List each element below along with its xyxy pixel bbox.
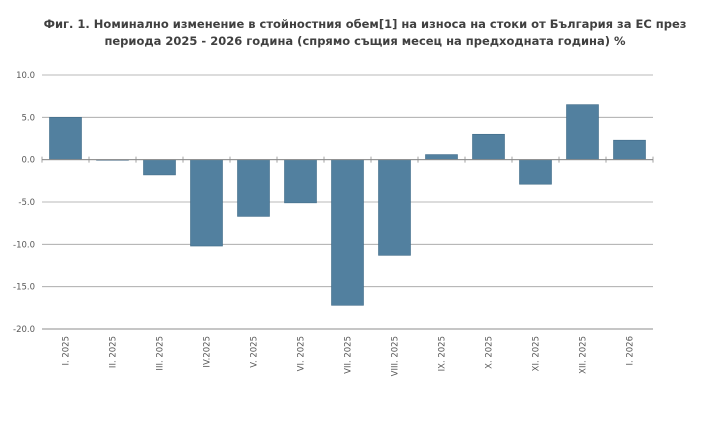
x-tick-label: I. 2026 [626, 336, 636, 366]
y-tick-labels: 10.0 5.0 0.0 -5.0 -10.0 -15.0 -20.0 [13, 71, 35, 335]
y-tick-label: 0.0 [21, 156, 35, 166]
x-tick-label: X. 2025 [485, 336, 495, 369]
bar [566, 104, 599, 160]
bars [49, 104, 646, 306]
x-tick-label: XII. 2025 [579, 336, 589, 374]
y-tick-label: -15.0 [13, 283, 35, 293]
bar [472, 133, 505, 160]
bar [190, 159, 223, 247]
bar [425, 154, 458, 160]
x-tick-labels: I. 2025 II. 2025 III. 2025 IV.2025 V. 2025 VI… [62, 336, 636, 376]
bar [49, 117, 82, 160]
x-tick-label: IV.2025 [203, 336, 213, 368]
x-tick-label: I. 2025 [62, 336, 72, 366]
y-tick-label: -5.0 [18, 198, 35, 208]
x-tick-label: VII. 2025 [344, 336, 354, 374]
y-tick-label: -10.0 [13, 240, 35, 250]
y-tick-label: -20.0 [13, 325, 35, 335]
y-tick-label: 5.0 [21, 113, 35, 123]
x-tick-label: IX. 2025 [438, 336, 448, 371]
bar [613, 139, 646, 160]
x-tick-label: XI. 2025 [532, 336, 542, 371]
bar [237, 159, 270, 217]
x-tick-label: V. 2025 [250, 336, 260, 368]
axes [41, 156, 654, 330]
x-tick-label: II. 2025 [109, 336, 119, 368]
bar [378, 159, 411, 256]
bar [331, 159, 364, 306]
chart-title: Фиг. 1. Номинално изменение в стойностни… [43, 17, 687, 48]
y-tick-label: 10.0 [16, 71, 35, 81]
bar [284, 159, 317, 204]
x-tick-label: VIII. 2025 [391, 336, 401, 376]
bar [143, 159, 176, 176]
bar [519, 159, 552, 185]
x-tick-label: VI. 2025 [297, 336, 307, 371]
x-tick-label: III. 2025 [156, 336, 166, 371]
